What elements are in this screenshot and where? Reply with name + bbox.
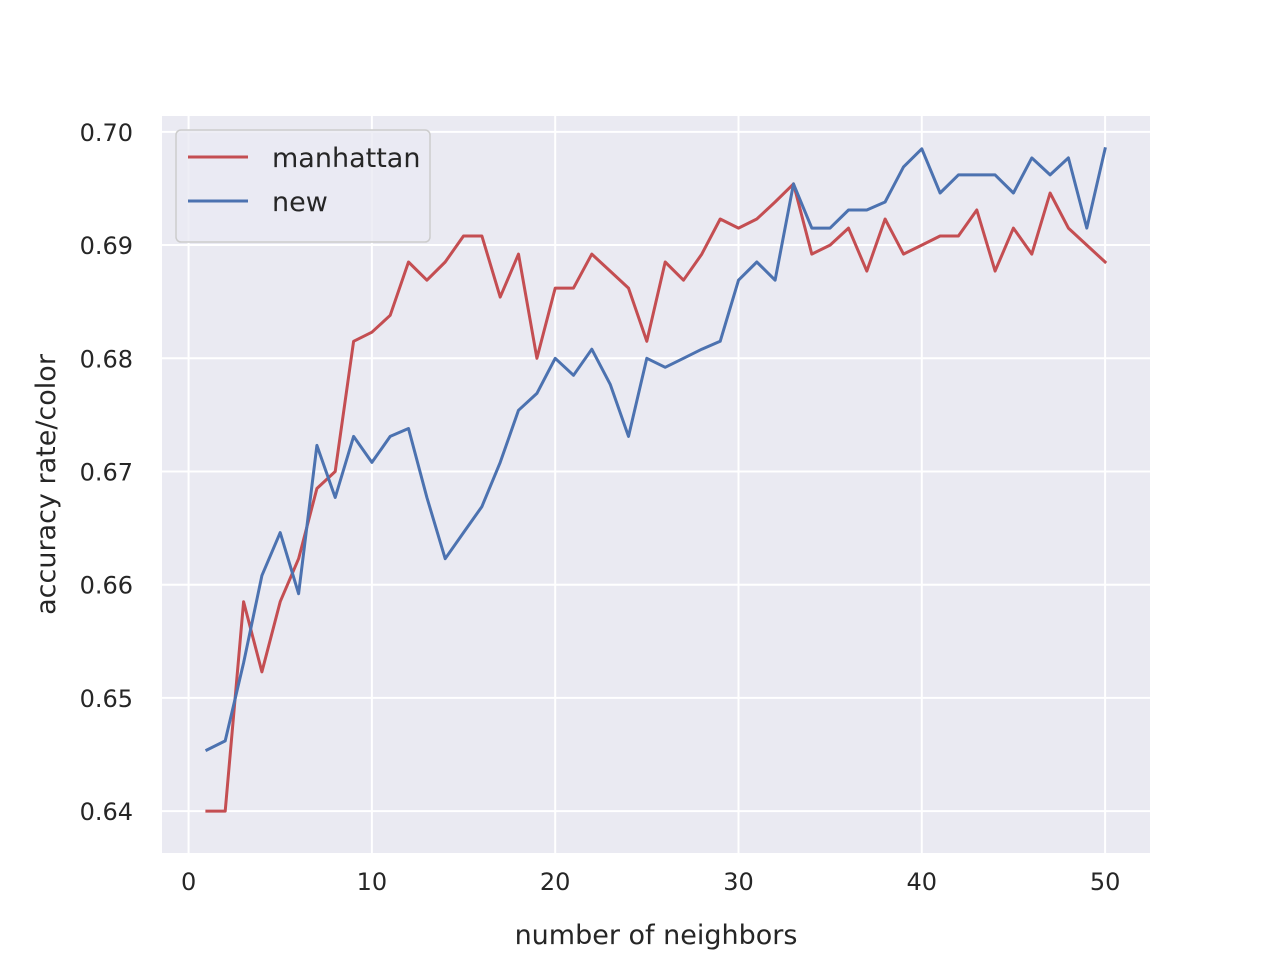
- y-tick-label: 0.68: [80, 345, 133, 373]
- x-tick-label: 50: [1090, 868, 1121, 896]
- series-line-manhattan: [205, 182, 1108, 813]
- y-axis-ticks: 0.64 0.65 0.66 0.67 0.68 0.69 0.70: [80, 119, 133, 826]
- y-tick-label: 0.66: [80, 572, 133, 600]
- x-tick-label: 30: [723, 868, 754, 896]
- x-axis-label: number of neighbors: [515, 920, 798, 951]
- y-tick-label: 0.69: [80, 232, 133, 260]
- x-tick-label: 0: [181, 868, 196, 896]
- x-tick-label: 20: [540, 868, 571, 896]
- y-axis-label: accuracy rate/color: [31, 353, 62, 615]
- legend: manhattan new: [175, 129, 431, 243]
- x-axis-ticks: 0 10 20 30 40 50: [181, 868, 1120, 896]
- y-tick-label: 0.64: [80, 798, 133, 826]
- y-tick-label: 0.70: [80, 119, 133, 147]
- legend-label-manhattan: manhattan: [272, 143, 420, 174]
- series-lines: [204, 147, 1108, 813]
- grid: [162, 116, 1150, 853]
- y-tick-label: 0.65: [80, 685, 133, 713]
- x-tick-label: 40: [907, 868, 938, 896]
- x-tick-label: 10: [357, 868, 388, 896]
- legend-label-new: new: [272, 187, 328, 218]
- y-tick-label: 0.67: [80, 458, 133, 486]
- series-line-new: [204, 147, 1107, 753]
